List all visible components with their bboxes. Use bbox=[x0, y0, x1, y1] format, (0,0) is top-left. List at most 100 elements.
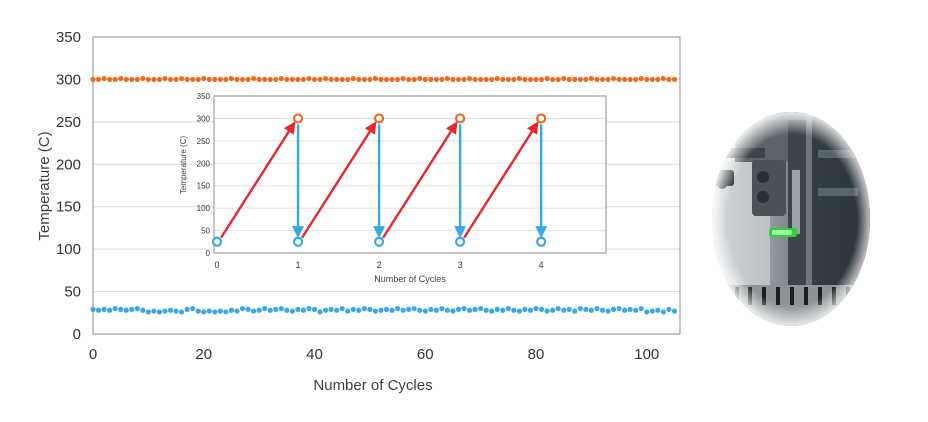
inset-y-axis-title: Temperature (C) bbox=[179, 136, 188, 195]
main-low-temp-point bbox=[311, 306, 318, 312]
main-x-tick-label: 100 bbox=[634, 346, 659, 363]
inset-high-temp-marker bbox=[373, 113, 385, 124]
main-high-temp-point bbox=[118, 75, 124, 82]
main-low-temp-point bbox=[123, 307, 129, 313]
main-low-temp-point bbox=[660, 309, 666, 315]
main-low-temp-point bbox=[538, 306, 545, 312]
main-x-axis-title: Number of Cycles bbox=[313, 377, 432, 394]
main-low-temp-point bbox=[239, 305, 246, 312]
main-high-temp-point bbox=[538, 76, 545, 83]
main-low-temp-point bbox=[478, 305, 484, 312]
main-high-temp-point bbox=[378, 76, 384, 83]
inset-low-temp-marker bbox=[373, 236, 385, 247]
main-low-temp-point bbox=[356, 307, 362, 313]
main-high-temp-point bbox=[123, 76, 129, 83]
main-low-temp-point bbox=[383, 306, 390, 312]
main-high-temp-point bbox=[372, 75, 379, 82]
main-high-temp-point bbox=[90, 76, 96, 83]
inset-x-tick-label: 0 bbox=[214, 260, 219, 270]
main-high-temp-point bbox=[190, 76, 196, 83]
main-high-temp-point bbox=[223, 76, 229, 83]
main-y-tick-label: 50 bbox=[64, 284, 81, 301]
main-high-temp-point bbox=[439, 76, 445, 83]
main-low-temp-point bbox=[417, 307, 423, 313]
main-high-temp-point bbox=[173, 76, 179, 83]
main-y-tick-label: 150 bbox=[56, 199, 81, 216]
main-high-temp-point bbox=[533, 76, 539, 83]
main-high-temp-point bbox=[400, 75, 406, 82]
main-high-temp-point bbox=[644, 76, 650, 83]
main-high-temp-point bbox=[311, 76, 318, 83]
main-low-temp-point bbox=[151, 308, 157, 314]
main-low-temp-point bbox=[428, 306, 434, 312]
main-high-temp-point bbox=[262, 76, 268, 83]
inset-data-points bbox=[211, 113, 547, 247]
main-low-temp-point bbox=[494, 306, 500, 312]
main-low-temp-point bbox=[234, 308, 240, 314]
main-low-temp-point bbox=[633, 307, 639, 313]
main-low-temp-point bbox=[433, 307, 439, 313]
main-high-temp-point bbox=[389, 76, 395, 83]
main-low-temp-point bbox=[466, 307, 473, 313]
main-high-temp-point bbox=[334, 76, 340, 83]
main-low-temp-point bbox=[444, 307, 451, 313]
main-low-temp-point bbox=[439, 305, 445, 312]
main-high-temp-point bbox=[95, 76, 102, 83]
main-high-temp-point bbox=[422, 76, 428, 83]
main-low-temp-point bbox=[322, 307, 329, 313]
main-low-temp-point bbox=[300, 307, 307, 313]
main-high-temp-point bbox=[367, 76, 373, 83]
main-low-temp-point bbox=[339, 305, 345, 312]
main-high-temp-point bbox=[472, 76, 478, 83]
main-low-temp-point bbox=[217, 308, 223, 314]
main-low-temp-point bbox=[378, 307, 384, 313]
main-low-temp-point bbox=[561, 307, 567, 313]
heating-arrow bbox=[301, 121, 377, 239]
main-high-temp-point bbox=[627, 76, 633, 83]
main-low-temp-point bbox=[118, 306, 124, 312]
main-high-temp-point bbox=[217, 76, 223, 83]
main-low-temp-point bbox=[190, 305, 196, 312]
main-y-tick-label: 100 bbox=[56, 241, 81, 258]
main-high-temp-point bbox=[616, 76, 622, 83]
main-high-temp-point bbox=[433, 76, 439, 83]
main-high-temp-point bbox=[273, 76, 279, 83]
main-low-temp-point bbox=[90, 306, 96, 312]
main-high-temp-point bbox=[500, 76, 506, 83]
main-y-axis-title: Temperature (C) bbox=[36, 131, 53, 240]
main-x-tick-label: 60 bbox=[417, 346, 434, 363]
main-low-temp-point bbox=[278, 305, 284, 312]
main-low-temp-point bbox=[250, 308, 257, 314]
main-low-temp-point bbox=[566, 306, 572, 312]
main-high-temp-point bbox=[599, 76, 606, 83]
main-high-temp-point bbox=[511, 76, 517, 83]
main-low-temp-point bbox=[267, 307, 273, 313]
main-high-temp-point bbox=[250, 75, 257, 82]
main-low-temp-point bbox=[455, 306, 462, 312]
inset-y-tick-label: 250 bbox=[197, 137, 211, 146]
main-x-tick-label: 20 bbox=[195, 346, 212, 363]
main-low-temp-point bbox=[461, 305, 467, 312]
main-low-temp-point bbox=[372, 308, 379, 314]
main-high-temp-point bbox=[394, 76, 401, 83]
main-x-tick-label: 80 bbox=[528, 346, 545, 363]
main-low-temp-point bbox=[400, 307, 406, 313]
main-high-temp-point bbox=[489, 76, 495, 83]
main-low-temp-point bbox=[223, 309, 229, 315]
main-high-temp-point bbox=[328, 76, 334, 83]
main-low-temp-point bbox=[295, 306, 301, 312]
inset-high-temp-marker bbox=[536, 113, 547, 124]
main-low-temp-point bbox=[179, 309, 185, 315]
inset-y-tick-label: 150 bbox=[197, 182, 211, 191]
heating-arrow bbox=[219, 121, 296, 239]
main-low-temp-point bbox=[610, 306, 617, 312]
main-high-temp-point bbox=[555, 76, 561, 83]
main-low-temp-point bbox=[655, 307, 661, 313]
main-high-temp-point bbox=[638, 75, 644, 82]
main-low-temp-point bbox=[334, 307, 340, 313]
main-high-temp-point bbox=[201, 75, 207, 82]
main-low-temp-point bbox=[505, 305, 511, 312]
main-low-temp-point bbox=[489, 308, 495, 314]
main-low-temp-point bbox=[145, 309, 151, 315]
main-high-temp-point bbox=[339, 76, 345, 83]
